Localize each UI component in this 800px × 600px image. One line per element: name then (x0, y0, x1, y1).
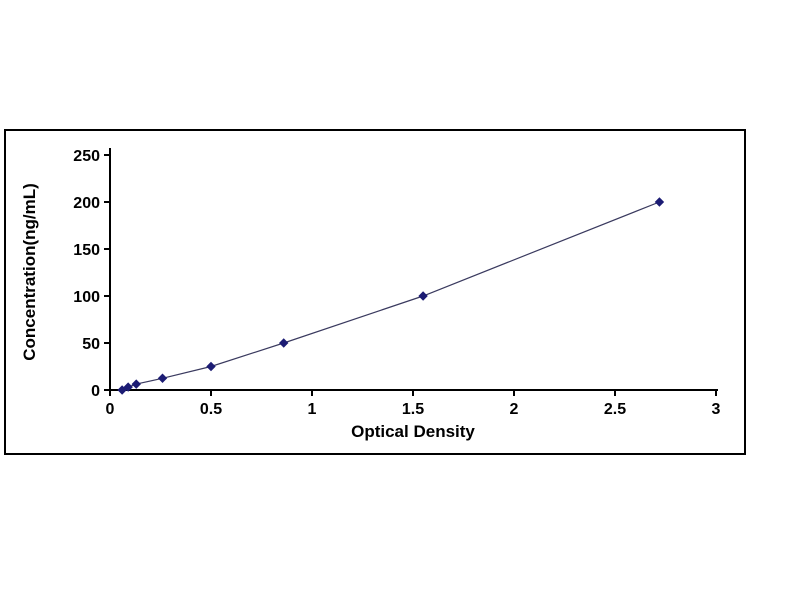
x-tick-label: 1 (308, 401, 317, 418)
x-tick-label: 3 (712, 401, 721, 418)
y-tick-label: 0 (91, 383, 100, 400)
data-point-marker (654, 197, 665, 207)
data-point-marker (131, 379, 141, 389)
y-tick-label: 150 (73, 242, 100, 259)
y-tick-label: 50 (82, 336, 100, 353)
data-point-marker (117, 385, 127, 395)
chart-frame: Optical Density Concentration(ng/mL) 0 0.… (4, 129, 746, 455)
x-tick-label: 0 (106, 401, 115, 418)
x-axis-label: Optical Density (351, 422, 475, 441)
x-tick-label: 1.5 (402, 401, 424, 418)
x-tick-label: 0.5 (200, 401, 222, 418)
data-point-marker (279, 338, 289, 348)
y-tick-label: 100 (73, 289, 100, 306)
y-axis-label: Concentration(ng/mL) (20, 183, 39, 361)
series-line (121, 201, 660, 391)
x-tick-label: 2.5 (604, 401, 626, 418)
x-tick-label: 2 (510, 401, 519, 418)
data-point-marker (418, 291, 428, 301)
standard-curve-chart: Optical Density Concentration(ng/mL) 0 0.… (20, 148, 721, 441)
y-tick-label: 250 (73, 148, 100, 165)
y-tick-label: 200 (73, 195, 100, 212)
data-point-marker (157, 373, 168, 383)
data-point-marker (123, 382, 133, 392)
data-point-marker (206, 361, 216, 372)
